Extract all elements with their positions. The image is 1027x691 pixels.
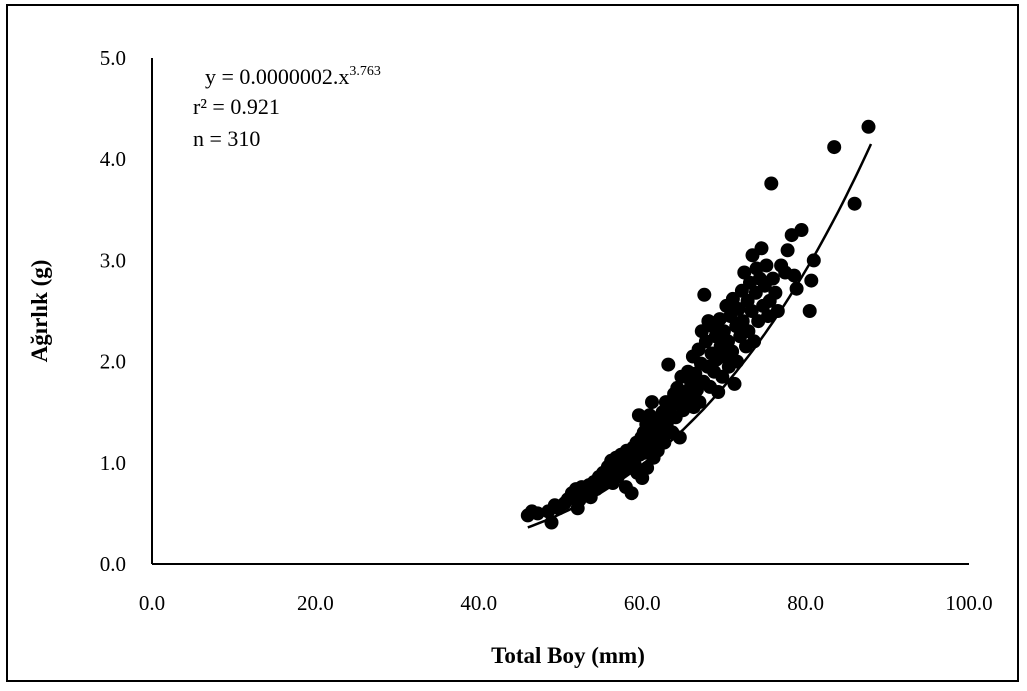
- data-point: [765, 271, 780, 286]
- x-tick-label: 0.0: [139, 591, 165, 615]
- x-tick-label: 80.0: [787, 591, 824, 615]
- data-point: [657, 435, 672, 450]
- data-point: [711, 385, 726, 399]
- x-tick-label: 40.0: [460, 591, 497, 615]
- data-point: [770, 304, 785, 318]
- data-point: [789, 281, 804, 296]
- data-point: [744, 304, 759, 318]
- data-point: [741, 324, 756, 339]
- data-point: [544, 515, 559, 530]
- data-point: [692, 395, 707, 410]
- data-point: [731, 302, 746, 316]
- y-tick-label: 3.0: [100, 248, 126, 272]
- data-point: [780, 243, 795, 258]
- x-axis-title: Total Boy (mm): [491, 643, 645, 668]
- n-annotation: n = 310: [193, 126, 260, 151]
- x-tick-label: 100.0: [945, 591, 992, 615]
- data-point: [624, 486, 639, 501]
- y-axis-title: Ağırlık (g): [27, 260, 52, 363]
- data-point: [861, 119, 876, 134]
- data-point: [754, 241, 769, 256]
- x-tick-label: 20.0: [297, 591, 334, 615]
- x-tick-label: 60.0: [624, 591, 661, 615]
- data-point: [712, 312, 727, 327]
- chart-frame: [6, 4, 1019, 682]
- equation-exponent: 3.763: [349, 64, 381, 79]
- y-tick-label: 2.0: [100, 350, 126, 374]
- y-tick-label: 1.0: [100, 451, 126, 475]
- data-point: [530, 506, 545, 521]
- data-point: [727, 376, 742, 391]
- data-point: [794, 223, 809, 237]
- r-squared-annotation: r² = 0.921: [193, 94, 280, 119]
- data-point: [768, 285, 783, 300]
- data-point: [827, 140, 842, 155]
- y-tick-label: 4.0: [100, 147, 126, 171]
- data-point: [715, 369, 730, 384]
- data-point: [787, 268, 802, 283]
- data-point: [747, 334, 762, 349]
- data-point: [759, 258, 774, 273]
- data-point: [806, 253, 821, 268]
- data-points: [520, 119, 876, 530]
- tick-labels: 0.0 20.0 40.0 60.0 80.0 100.0 0.0 1.0 2.0 3.0 4.0 5…: [100, 46, 993, 615]
- data-point: [847, 196, 862, 211]
- data-point: [764, 176, 779, 191]
- data-point: [697, 287, 712, 302]
- data-point: [730, 354, 744, 369]
- data-point: [804, 273, 819, 288]
- data-point: [737, 265, 752, 280]
- data-point: [640, 460, 655, 475]
- y-tick-label: 5.0: [100, 46, 126, 70]
- data-point: [661, 357, 676, 372]
- data-point: [802, 304, 817, 318]
- axes: [151, 58, 969, 565]
- equation-annotation: y = 0.0000002.x3.763: [205, 64, 381, 89]
- data-point: [645, 395, 659, 410]
- data-point: [672, 430, 687, 445]
- y-tick-label: 0.0: [100, 552, 126, 576]
